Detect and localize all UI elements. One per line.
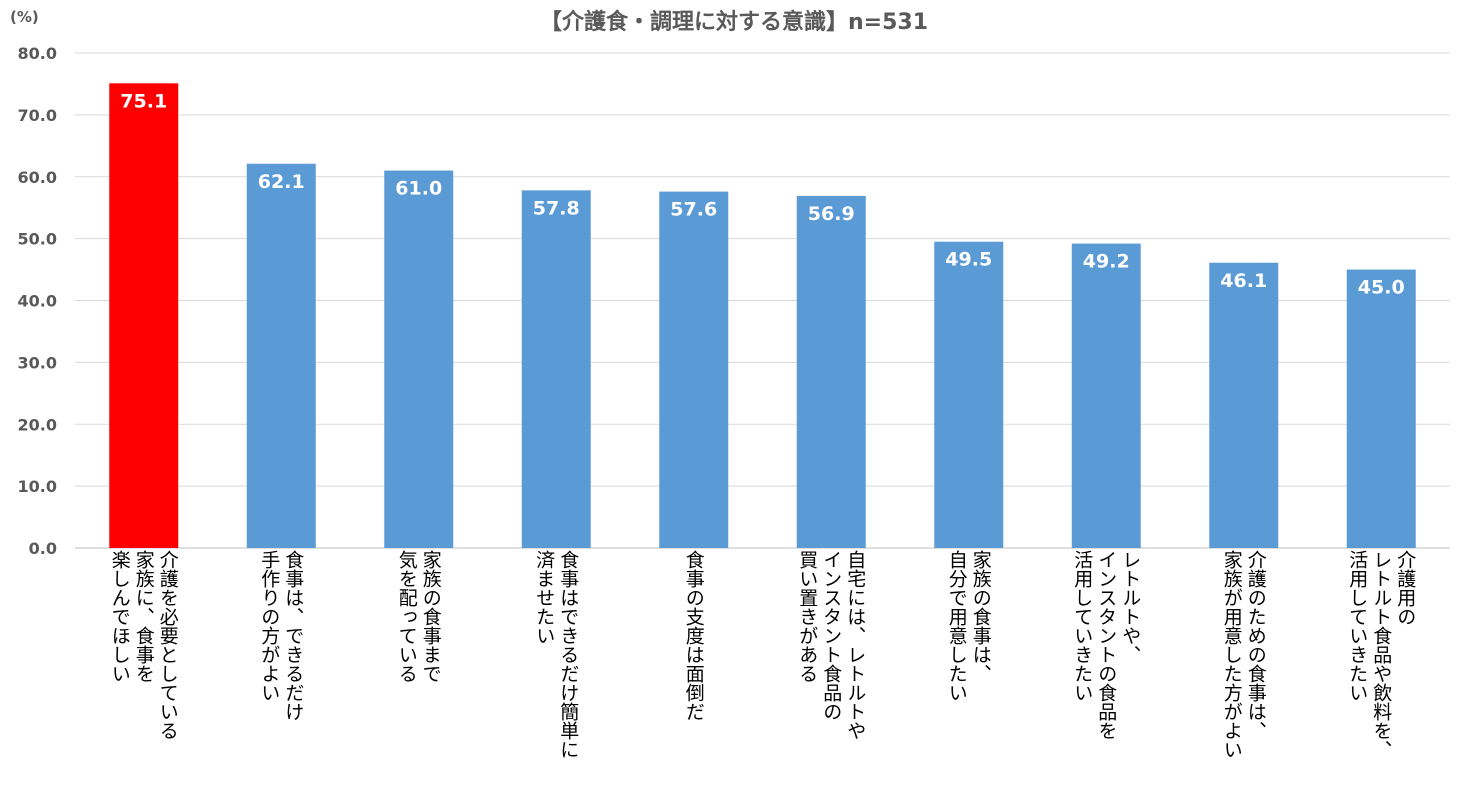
bar bbox=[934, 241, 1004, 548]
y-tick-label: 60.0 bbox=[18, 168, 57, 187]
x-category-label: 家族の食事まで 気を配っている bbox=[395, 550, 442, 683]
bar bbox=[659, 191, 729, 548]
x-category-label: 介護を必要としている 家族に、食事を 楽しんでほしい bbox=[108, 550, 179, 740]
bar bbox=[796, 195, 866, 548]
bars bbox=[109, 83, 1416, 549]
bar bbox=[1346, 269, 1416, 548]
data-label: 61.0 bbox=[395, 178, 442, 200]
bar bbox=[384, 170, 454, 548]
data-label: 75.1 bbox=[120, 90, 167, 112]
y-tick-label: 20.0 bbox=[18, 415, 57, 434]
y-tick-label: 70.0 bbox=[18, 106, 57, 125]
y-tick-label: 50.0 bbox=[18, 230, 57, 249]
data-label: 57.8 bbox=[533, 197, 580, 219]
data-label: 49.5 bbox=[945, 249, 992, 271]
data-label: 45.0 bbox=[1358, 277, 1405, 299]
data-labels: 75.1 62.1 61.0 57.8 57.6 56.9 49.5 49.2 46.1 45.0 bbox=[120, 90, 1404, 298]
data-label: 56.9 bbox=[808, 203, 855, 225]
y-tick-label: 40.0 bbox=[18, 292, 57, 311]
x-category-label: 家族の食事は、 自分で用意したい bbox=[945, 550, 992, 702]
y-tick-label: 10.0 bbox=[18, 477, 57, 496]
data-label: 49.2 bbox=[1083, 251, 1130, 273]
bar bbox=[1071, 243, 1141, 548]
bar bbox=[1209, 262, 1279, 548]
x-category-label: 自宅には、レトルトや インスタント食品の 買い置きがある bbox=[796, 550, 867, 740]
chart-title: 【介護食・調理に対する意識】n=531 bbox=[540, 9, 928, 35]
data-label: 57.6 bbox=[670, 199, 717, 221]
x-category-label: 食事はできるだけ簡単に 済ませたい bbox=[533, 550, 580, 759]
bar bbox=[521, 190, 591, 549]
data-label: 46.1 bbox=[1220, 270, 1267, 292]
x-category-label: 食事は、できるだけ 手作りの方がよい bbox=[258, 550, 305, 721]
x-category-label: 食事の支度は面倒だ bbox=[682, 550, 705, 721]
y-axis-unit-label: (%) bbox=[10, 8, 39, 26]
y-tick-label: 30.0 bbox=[18, 353, 57, 372]
x-category-label: レトルトや、 インスタントの食品を 活用していきたい bbox=[1071, 550, 1142, 740]
y-tick-label: 0.0 bbox=[29, 539, 57, 558]
y-axis-ticks: 0.0 10.0 20.0 30.0 40.0 50.0 60.0 70.0 80.0 bbox=[18, 44, 57, 558]
x-category-label: 介護のための食事は、 家族が用意した方がよい bbox=[1220, 550, 1267, 759]
data-label: 62.1 bbox=[258, 171, 305, 193]
x-category-label: 介護用の レトルト食品や飲料を、 活用していきたい bbox=[1346, 550, 1417, 759]
bar bbox=[246, 163, 316, 548]
bar bbox=[109, 83, 179, 548]
y-tick-label: 80.0 bbox=[18, 44, 57, 63]
